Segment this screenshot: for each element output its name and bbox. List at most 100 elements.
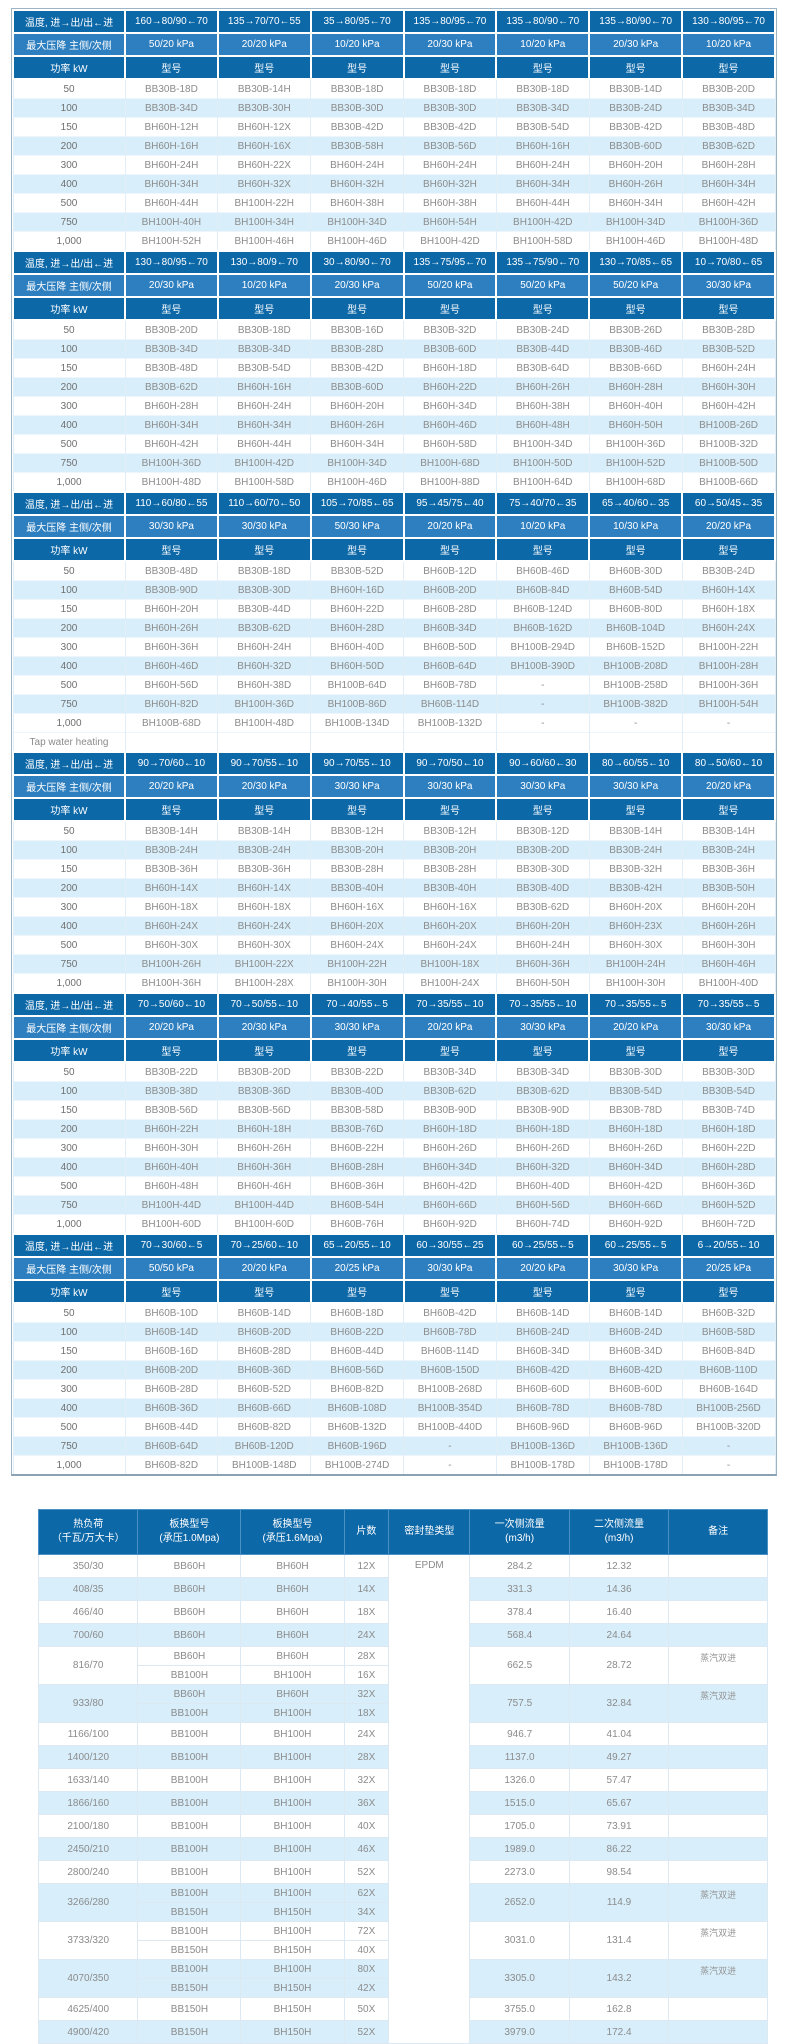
model-cell: BB30B-52D: [681, 339, 776, 359]
model-selection-table: 温度, 进→出/出←进 160→80/90←70 135→70/70←55 35→80…: [12, 9, 776, 1474]
plate-count-cell: 52X: [343, 2020, 390, 2044]
model-cell: BH60B-28D: [124, 1379, 219, 1399]
model-cell: BH100H-22X: [217, 954, 312, 974]
model-cell: BH60H-18D: [403, 1119, 497, 1139]
pressure-spec: 20/20 kPa: [588, 1015, 684, 1040]
model-cell: BH100H-18X: [403, 954, 497, 974]
model-cell: BH60B-42D: [588, 1360, 683, 1380]
model-cell: BH100B-178D: [588, 1455, 683, 1474]
primary-flow-cell: 568.4: [469, 1623, 570, 1647]
model-1_6mpa-cell: BH100H: [240, 1837, 345, 1861]
temperature-spec: 70→40/55←5: [309, 992, 405, 1017]
power-row-header: 功率 kW: [12, 296, 126, 321]
temperature-row-header: 温度, 进→出/出←进: [12, 9, 126, 34]
model-cell: BH60H-28D: [310, 618, 405, 638]
model-cell: BB30B-62D: [217, 618, 312, 638]
pressure-spec: 20/20 kPa: [402, 514, 498, 539]
model-cell: BH60H-74D: [495, 1214, 590, 1234]
power-value: 50: [12, 1302, 126, 1323]
model-cell: BB30B-48D: [124, 358, 219, 378]
pressure-spec: 30/30 kPa: [588, 1256, 684, 1281]
pressure-spec: 30/30 kPa: [495, 1015, 591, 1040]
temperature-spec: 70→35/55←10: [402, 992, 498, 1017]
power-value: 300: [12, 396, 126, 416]
model-cell: BB30B-14H: [124, 820, 219, 841]
pressure-spec: 20/30 kPa: [124, 273, 219, 298]
model-cell: BB30B-28H: [310, 859, 405, 879]
pressure-spec: 20/30 kPa: [216, 1015, 312, 1040]
model-row: 50 BB30B-18D BB30B-14H BB30B-18D BB30B-18D BB…: [12, 78, 776, 99]
model-cell: BH60B-20D: [403, 580, 497, 600]
secondary-flow-cell: 114.9: [568, 1883, 670, 1922]
model-row: 150 BH60B-16D BH60B-28D BH60B-44D BH60B-114D…: [12, 1341, 776, 1361]
model-row: 150 BH60H-20H BB30B-44D BH60H-22D BH60B-28D B…: [12, 599, 776, 619]
heat-load-value: 816/70: [37, 1646, 139, 1685]
model-cell: BB30B-18D: [403, 78, 497, 99]
temperature-spec: 75→40/70←35: [495, 491, 591, 516]
pressure-spec: 50/30 kPa: [309, 514, 405, 539]
model-header-row: 功率 kW 型号 型号 型号 型号 型号 型号 型号: [12, 55, 776, 80]
model-cell: BH100B-440D: [403, 1417, 497, 1437]
model-row: 150 BB30B-48D BB30B-54D BB30B-42D BH60H-18D B…: [12, 358, 776, 378]
plate-count-cell: 50X: [343, 1997, 390, 2021]
model-1_0mpa-cell: BB100H: [137, 1883, 242, 1903]
pressure-spec: 20/20 kPa: [681, 774, 776, 799]
model-cell: BB30B-12D: [495, 820, 590, 841]
model-cell: BH100H-36D: [124, 453, 219, 473]
model-cell: BH60H-40H: [124, 1157, 219, 1177]
model-cell: BH60B-96D: [588, 1417, 683, 1437]
model-column-header: 型号: [309, 537, 405, 562]
power-row-header: 功率 kW: [12, 537, 126, 562]
model-cell: BH60H-40D: [495, 1176, 590, 1196]
power-value: 100: [12, 1322, 126, 1342]
power-value: 1,000: [12, 472, 126, 492]
secondary-flow-cell: 24.64: [568, 1623, 670, 1647]
heat-load-value: 3266/280: [37, 1883, 139, 1922]
model-cell: BH60H-18H: [217, 1119, 312, 1139]
model-cell: BH60B-82D: [124, 1455, 219, 1474]
power-value: 750: [12, 954, 126, 974]
primary-flow-cell: 946.7: [469, 1722, 570, 1746]
model-cell: BB30B-24H: [217, 840, 312, 860]
model-cell: BH60H-28H: [124, 396, 219, 416]
model-row: 50 BB30B-20D BB30B-18D BB30B-16D BB30B-32D BB…: [12, 319, 776, 340]
model-cell: BH60B-34D: [403, 618, 497, 638]
model-cell: BB30B-34D: [217, 339, 312, 359]
primary-flow-cell: 2652.0: [469, 1883, 570, 1922]
model-row: 1,000 BH100H-36H BH100H-28X BH100H-30H BH100…: [12, 973, 776, 993]
remark-cell: [668, 1768, 768, 1792]
model-column-header: 型号: [124, 55, 219, 80]
model-row: 400 BH60H-34H BH60H-34H BH60H-26H BH60H-46D B…: [12, 415, 776, 435]
model-cell: BB30B-24H: [681, 840, 776, 860]
power-value: 500: [12, 935, 126, 955]
plate-count-cell: 18X: [343, 1703, 390, 1723]
steam-table-row: 1166/100 BB100H BH100H 24X 946.7 41.04: [37, 1722, 768, 1746]
steam-table-row: 2100/180 BB100H BH100H 40X 1705.0 73.91: [37, 1814, 768, 1838]
model-cell: BH100B-148D: [217, 1455, 312, 1474]
pressure-row-header: 最大压降 主侧/次侧: [12, 1256, 126, 1281]
model-cell: BB30B-32H: [588, 859, 683, 879]
power-value: 1,000: [12, 973, 126, 993]
plate-count-cell: 34X: [343, 1902, 390, 1922]
model-cell: BH60H-38H: [495, 396, 590, 416]
model-cell: BH60H-12X: [217, 117, 312, 137]
pressure-spec: 20/20 kPa: [216, 32, 312, 57]
plate-count-cell: 42X: [343, 1978, 390, 1998]
plate-count-cell: 80X: [343, 1959, 390, 1979]
model-cell: BH100H-46H: [217, 231, 312, 251]
model-row: 100 BB30B-24H BB30B-24H BB30B-20H BB30B-20H B…: [12, 840, 776, 860]
model-row: 150 BB30B-36H BB30B-36H BB30B-28H BB30B-28H B…: [12, 859, 776, 879]
model-cell: BB30B-60D: [588, 136, 683, 156]
model-cell: BB30B-76D: [310, 1119, 405, 1139]
model-column-header: 型号: [681, 1038, 776, 1063]
model-cell: BH60B-96D: [495, 1417, 590, 1437]
model-row: 500 BH60H-44H BH100H-22H BH60H-38H BH60H-38H…: [12, 193, 776, 213]
model-cell: BB30B-62D: [495, 897, 590, 917]
model-cell: BH100H-64D: [495, 472, 590, 492]
pressure-row-header: 最大压降 主侧/次侧: [12, 514, 126, 539]
model-cell: BH60H-56D: [495, 1195, 590, 1215]
model-cell: BH100H-30H: [310, 973, 405, 993]
pressure-spec: 20/30 kPa: [402, 32, 498, 57]
model-cell: BB30B-34D: [495, 1061, 590, 1082]
heat-load-value: 1166/100: [37, 1722, 139, 1746]
